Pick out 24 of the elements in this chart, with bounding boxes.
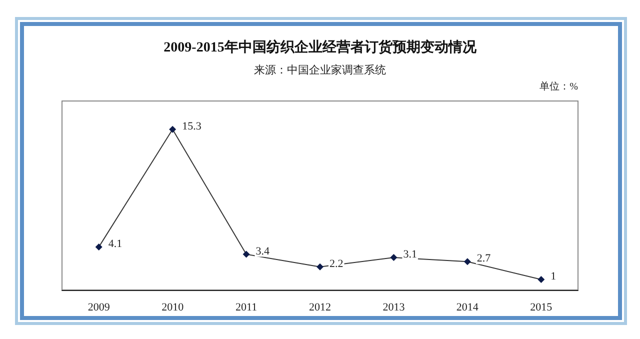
point <box>464 258 471 266</box>
data-label: 3.1 <box>403 248 417 260</box>
data-label: 1 <box>550 270 556 282</box>
x-tick-label: 2011 <box>235 302 258 314</box>
point <box>316 263 324 270</box>
data-label: 4.1 <box>108 238 122 250</box>
data-label: 3.4 <box>256 245 270 258</box>
point <box>242 250 250 258</box>
point <box>169 126 176 133</box>
text: 单位：% <box>540 80 578 92</box>
x-tick-label: 2012 <box>309 302 331 314</box>
point <box>390 254 398 261</box>
data-label: 2.2 <box>330 258 344 270</box>
data-label: 2.7 <box>476 252 492 265</box>
point <box>538 276 545 283</box>
data-label: 15.3 <box>182 120 202 132</box>
chart-subtitle: 来源：中国企业家调查系统 <box>254 64 386 76</box>
x-tick-label: 2014 <box>456 302 479 314</box>
point <box>95 243 102 250</box>
chart-title: 2009-2015年中国纺织企业经营者订货预期变动情况 <box>164 38 478 56</box>
x-tick-label: 2013 <box>382 302 406 314</box>
x-tick-label: 2015 <box>530 302 553 314</box>
x-tick-label: 2010 <box>162 302 184 314</box>
x-tick-label: 2009 <box>88 302 110 314</box>
